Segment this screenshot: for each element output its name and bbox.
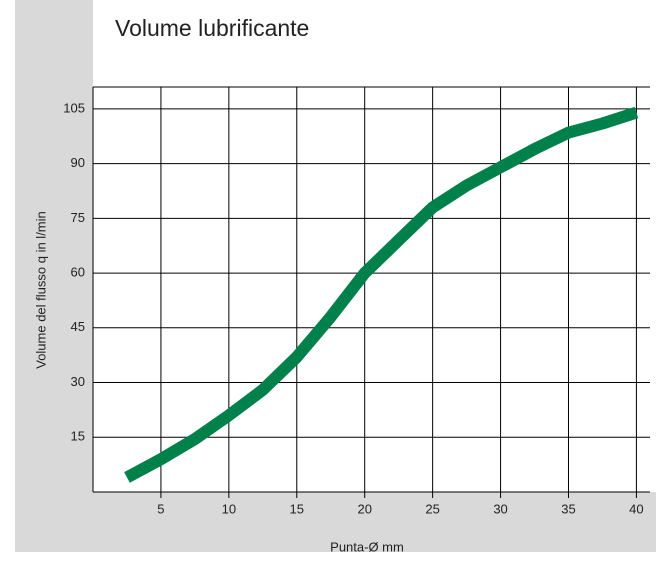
x-tick-label: 30 [493,501,507,516]
x-tick-label: 5 [157,501,164,516]
y-tick-label: 30 [71,374,85,389]
x-tick-label: 10 [222,501,236,516]
plot-background [93,0,656,492]
x-tick-label: 40 [629,501,643,516]
x-tick-label: 25 [425,501,439,516]
y-axis-label: Volume del flusso q in l/min [33,211,48,369]
chart-title: Volume lubrificante [115,15,309,41]
y-tick-label: 105 [63,100,85,115]
y-tick-label: 90 [71,155,85,170]
x-tick-label: 35 [561,501,575,516]
x-tick-label: 15 [290,501,304,516]
y-tick-label: 60 [71,265,85,280]
data-line [124,106,639,483]
y-tick-label: 75 [71,210,85,225]
x-tick-label: 20 [357,501,371,516]
y-tick-label: 45 [71,319,85,334]
x-axis-label: Punta-Ø mm [330,539,404,554]
y-tick-label: 15 [71,429,85,444]
